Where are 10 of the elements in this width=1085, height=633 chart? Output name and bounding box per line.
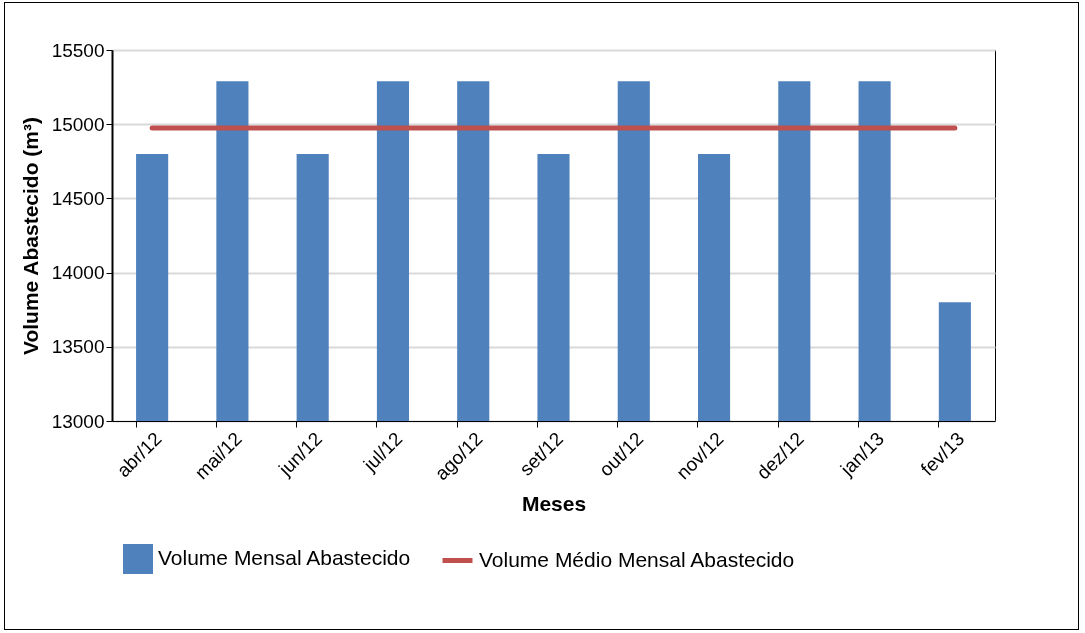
legend-label: Volume Médio Mensal Abastecido: [479, 547, 795, 571]
y-tick-label: 15000: [51, 113, 105, 135]
y-tick-label: 14500: [51, 187, 105, 209]
y-tick-label: 13500: [51, 336, 105, 358]
y-tick-label: 14000: [51, 262, 105, 284]
x-axis-title: Meses: [521, 492, 587, 516]
y-tick-label: 15500: [51, 39, 105, 61]
y-axis-title: Volume Abastecido (m³): [18, 116, 42, 356]
y-tick-label: 13000: [51, 410, 105, 432]
legend-label: Volume Mensal Abastecido: [158, 546, 411, 569]
